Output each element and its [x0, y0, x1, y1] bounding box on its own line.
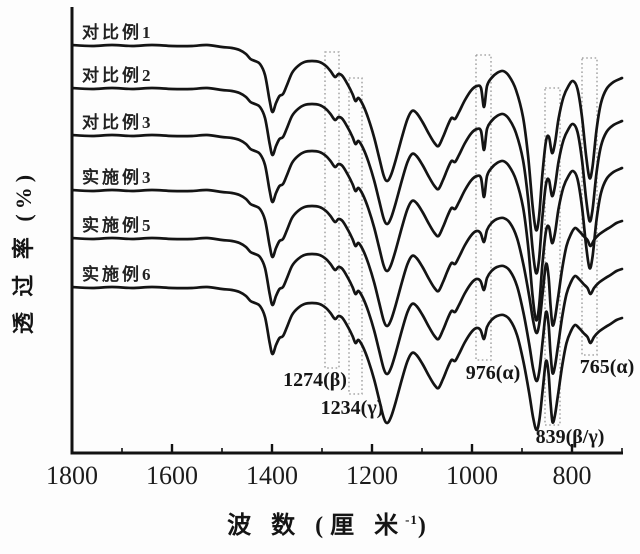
spectrum-curve-6 [70, 285, 624, 432]
spectrum-curve-2 [70, 86, 624, 275]
spectrum-curve-3 [70, 133, 624, 322]
spectrum-curve-5 [70, 236, 624, 383]
peak-highlight-box-1234 [348, 77, 363, 395]
spectrum-curve-4 [70, 188, 624, 335]
spectrum-curve-1 [70, 43, 624, 232]
peak-highlight-box-1274 [324, 51, 340, 369]
peak-highlight-box-765 [581, 57, 598, 356]
peak-highlight-box-976 [475, 54, 492, 361]
